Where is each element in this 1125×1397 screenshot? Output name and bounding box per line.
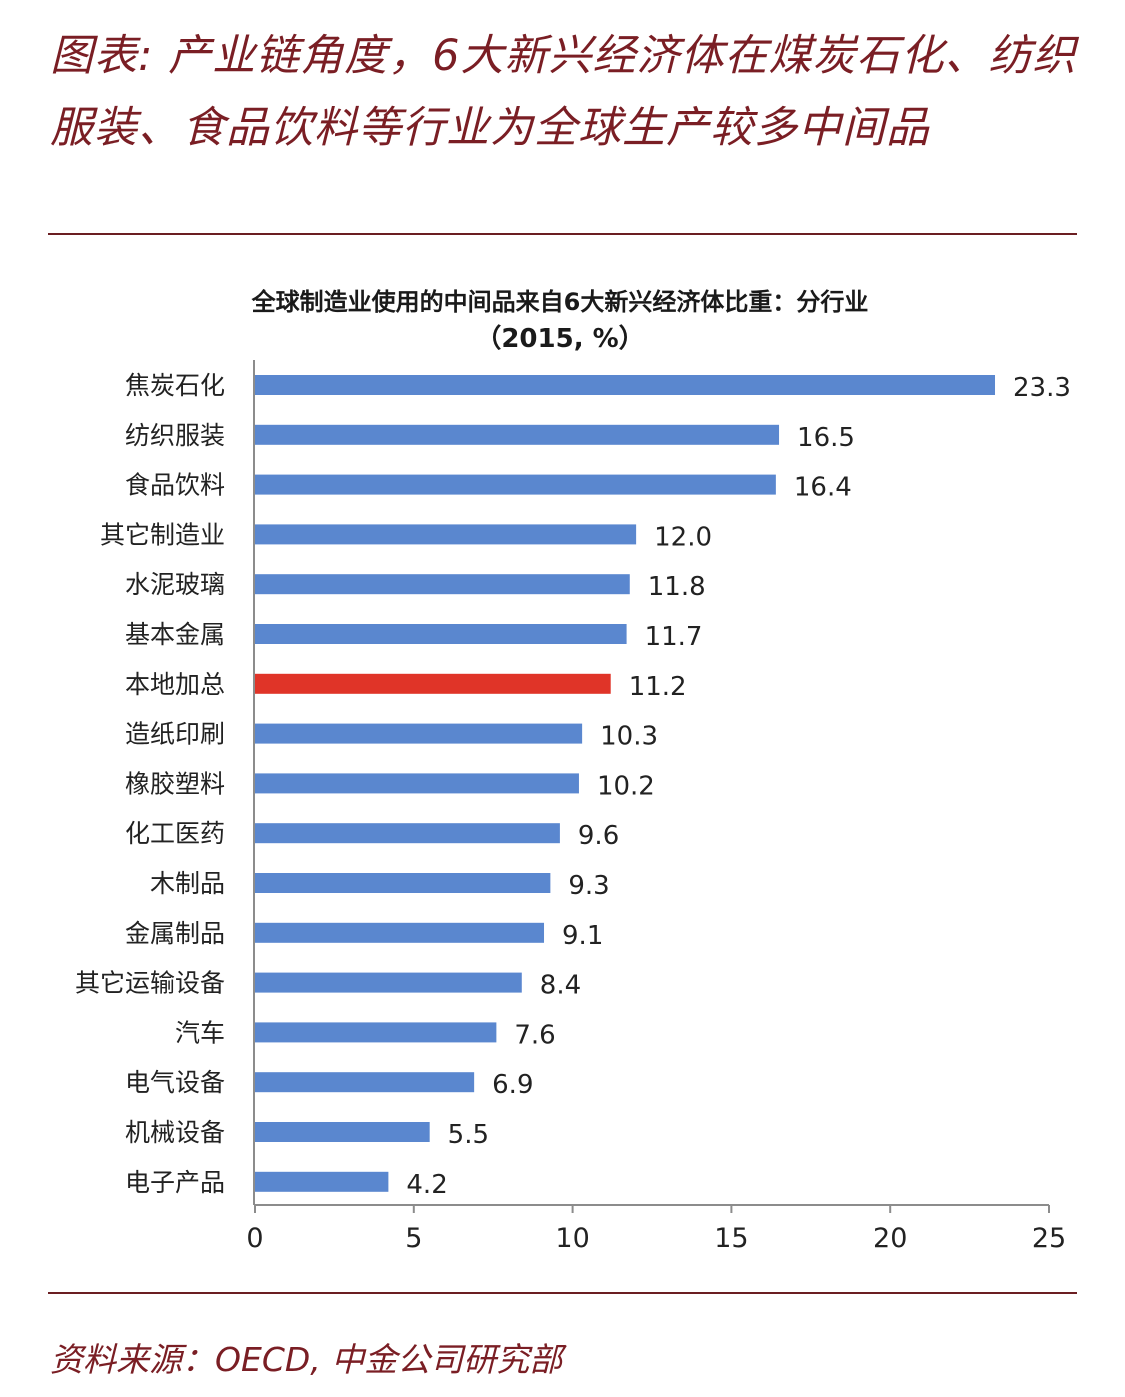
category-label: 食品饮料 <box>125 471 225 500</box>
value-label: 11.7 <box>645 622 703 652</box>
category-label: 水泥玻璃 <box>125 570 225 599</box>
bottom-divider <box>48 1292 1077 1294</box>
value-label: 9.3 <box>568 871 609 901</box>
x-tick-label: 20 <box>873 1223 907 1254</box>
value-label: 11.8 <box>648 572 706 602</box>
bar <box>255 424 780 445</box>
bar <box>255 474 776 495</box>
x-tick-label: 15 <box>714 1223 748 1254</box>
value-label: 16.5 <box>797 423 855 453</box>
figure-title: 图表: 产业链角度，6大新兴经济体在煤炭石化、纺织服装、食品饮料等行业为全球生产… <box>50 31 1077 153</box>
category-label: 化工医药 <box>125 819 225 848</box>
value-label: 4.2 <box>406 1170 447 1200</box>
value-label: 10.3 <box>600 722 658 752</box>
value-label: 23.3 <box>1013 373 1071 403</box>
bar <box>255 873 551 893</box>
bar <box>255 972 522 993</box>
value-label: 12.0 <box>654 522 712 552</box>
bar-highlight <box>255 673 611 694</box>
category-label: 焦炭石化 <box>125 371 225 400</box>
value-label: 16.4 <box>794 473 852 503</box>
category-label: 造纸印刷 <box>125 720 225 749</box>
x-tick-label: 0 <box>246 1223 263 1254</box>
category-label: 本地加总 <box>125 670 225 699</box>
bar <box>255 1171 389 1192</box>
bar <box>255 1122 430 1142</box>
x-tick-label: 25 <box>1032 1223 1066 1254</box>
bar <box>255 1072 475 1093</box>
x-tick-label: 5 <box>405 1223 422 1254</box>
value-label: 6.9 <box>492 1070 533 1100</box>
category-label: 木制品 <box>150 869 225 898</box>
value-label: 5.5 <box>448 1120 489 1150</box>
source-note: 资料来源：OECD, 中金公司研究部 <box>50 1340 563 1379</box>
x-tick-label: 10 <box>555 1223 589 1254</box>
value-label: 9.6 <box>578 821 619 851</box>
value-label: 10.2 <box>597 771 655 801</box>
category-label: 汽车 <box>175 1018 225 1047</box>
category-label: 电气设备 <box>125 1068 225 1097</box>
category-label: 金属制品 <box>125 919 225 948</box>
value-label: 11.2 <box>629 672 687 702</box>
category-label: 其它制造业 <box>100 520 225 549</box>
bar <box>255 723 583 744</box>
bar <box>255 922 545 943</box>
value-label: 8.4 <box>540 971 581 1001</box>
value-label: 9.1 <box>562 921 603 951</box>
category-label: 电子产品 <box>125 1168 225 1197</box>
category-label: 橡胶塑料 <box>125 769 225 798</box>
category-label: 其它运输设备 <box>75 969 225 998</box>
top-divider <box>48 233 1077 235</box>
chart-title: 全球制造业使用的中间品来自6大新兴经济体比重：分行业 <box>251 288 869 316</box>
bar <box>255 524 637 545</box>
category-label: 机械设备 <box>125 1118 225 1147</box>
value-label: 7.6 <box>514 1020 555 1050</box>
bar <box>255 823 560 844</box>
bar <box>255 375 996 395</box>
bar <box>255 773 579 794</box>
category-label: 基本金属 <box>125 620 225 649</box>
category-label: 纺织服装 <box>125 421 225 450</box>
chart-subtitle: （2015, %） <box>475 324 645 354</box>
bar-chart: 焦炭石化 23.3 纺织服装 16.5 食品饮料 16.4 其它制造业 12.0 水泥玻璃 11.… <box>75 360 1071 1254</box>
bar <box>255 574 630 595</box>
bar <box>255 624 627 644</box>
bar <box>255 1022 497 1043</box>
